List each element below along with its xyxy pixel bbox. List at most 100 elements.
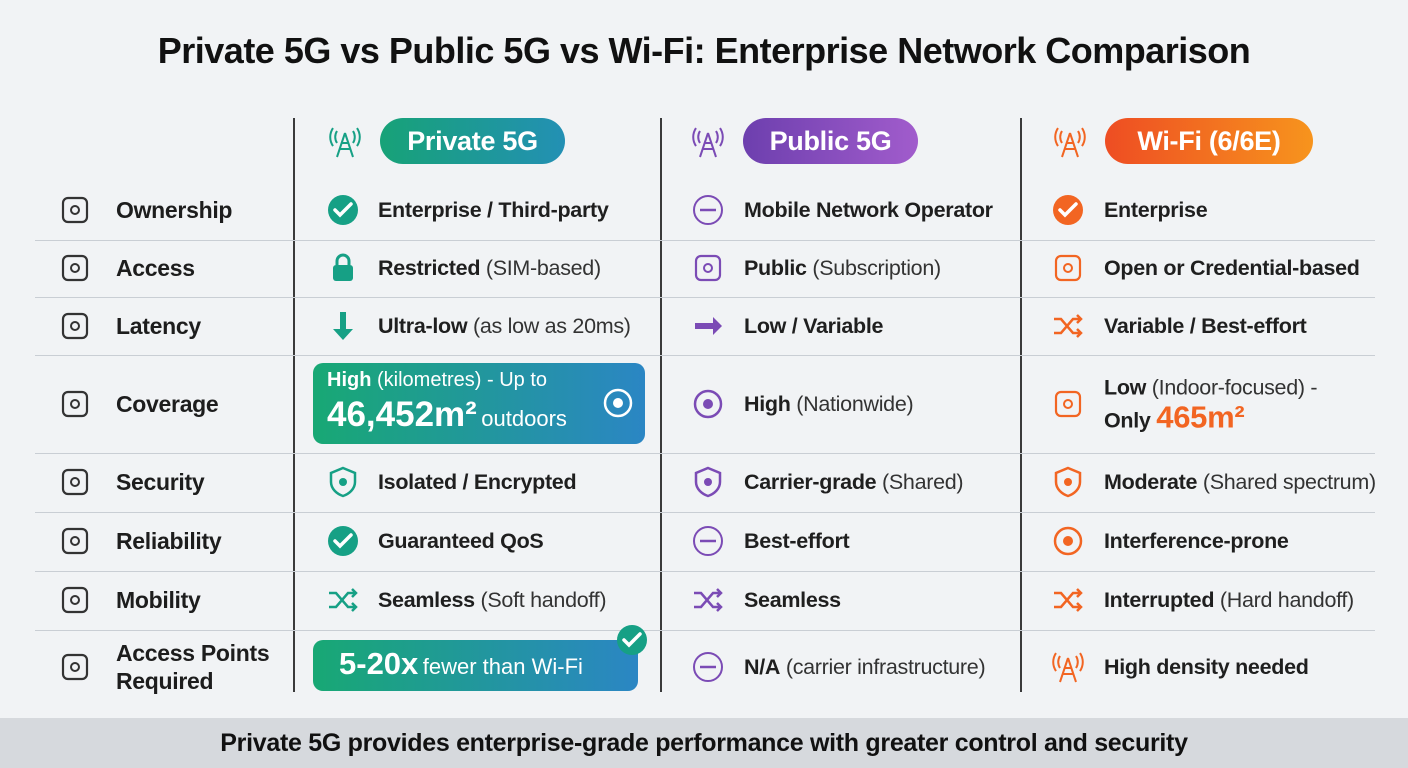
icon bbox=[329, 588, 358, 612]
column-divider bbox=[660, 118, 662, 692]
cell-line: 5-20x fewer than Wi-Fi bbox=[339, 646, 583, 682]
cell-detail: (Indoor-focused) - bbox=[1151, 375, 1318, 400]
icon bbox=[61, 527, 89, 555]
highlight-box: 5-20x fewer than Wi-Fi bbox=[313, 640, 638, 691]
cell: Mobile Network Operator bbox=[744, 195, 993, 225]
cell: Enterprise bbox=[1104, 195, 1208, 225]
icon bbox=[61, 468, 89, 496]
cell: Guaranteed QoS bbox=[378, 526, 544, 556]
cell: Carrier-grade (Shared) bbox=[744, 467, 964, 497]
icon bbox=[1054, 254, 1082, 282]
cell: Interference-prone bbox=[1104, 526, 1289, 556]
row-divider bbox=[35, 453, 1375, 454]
icon bbox=[1054, 390, 1082, 418]
icon bbox=[328, 195, 358, 225]
cell-suffix: fewer than Wi-Fi bbox=[422, 654, 583, 679]
title: Private 5G vs Public 5G vs Wi-Fi: Enterp… bbox=[157, 30, 1251, 71]
icon bbox=[603, 388, 633, 418]
row-divider bbox=[35, 355, 1375, 356]
cell-line: High (kilometres) - Up to bbox=[327, 369, 547, 392]
cell-main: Public bbox=[744, 256, 807, 280]
column-header: Private 5G bbox=[380, 118, 565, 164]
icon bbox=[694, 466, 722, 498]
column-header: Public 5G bbox=[743, 118, 918, 164]
icon bbox=[1053, 195, 1083, 225]
cell-detail: (Shared) bbox=[882, 470, 964, 494]
icon bbox=[1054, 466, 1082, 498]
cell: Best-effort bbox=[744, 526, 850, 556]
cell-main: Best-effort bbox=[744, 529, 850, 553]
row-divider bbox=[35, 630, 1375, 631]
icon bbox=[695, 317, 722, 335]
icon bbox=[617, 625, 647, 655]
row-label: Latency bbox=[116, 313, 201, 339]
cell-main: Isolated / Encrypted bbox=[378, 470, 577, 494]
cell: Variable / Best-effort bbox=[1104, 311, 1307, 341]
cell-detail: (Shared spectrum) bbox=[1202, 470, 1376, 494]
cell-main: Low bbox=[1104, 375, 1147, 400]
cell-main: Moderate bbox=[1104, 470, 1198, 494]
icon bbox=[1052, 652, 1084, 683]
row-divider bbox=[35, 571, 1375, 572]
icon bbox=[1054, 588, 1083, 612]
cell-figure: 5-20x bbox=[339, 646, 419, 681]
cell-main: High bbox=[327, 369, 372, 391]
highlight-box: High (kilometres) - Up to 46,452m² outdoo… bbox=[313, 363, 645, 444]
cell: Restricted (SIM-based) bbox=[378, 253, 601, 283]
cell: Ultra-low (as low as 20ms) bbox=[378, 311, 631, 341]
icon bbox=[61, 390, 89, 418]
cell: Low (Indoor-focused) - Only 465m² bbox=[1104, 373, 1318, 436]
cell: High (Nationwide) bbox=[744, 389, 914, 419]
footer: Private 5G provides enterprise-grade per… bbox=[0, 718, 1408, 768]
row-label: Security bbox=[116, 469, 205, 495]
icon bbox=[693, 195, 723, 225]
icon bbox=[1054, 314, 1083, 338]
icon bbox=[333, 253, 353, 281]
cell-main: Seamless bbox=[378, 588, 475, 612]
cell: Seamless bbox=[744, 585, 841, 615]
cell-detail: (Nationwide) bbox=[796, 392, 914, 416]
cell-detail: (kilometres) - Up to bbox=[377, 369, 548, 391]
icon bbox=[693, 652, 723, 682]
icon bbox=[329, 466, 357, 498]
row-divider bbox=[35, 512, 1375, 513]
column-header: Wi-Fi (6/6E) bbox=[1105, 118, 1313, 164]
cell-main: Ultra-low bbox=[378, 314, 468, 338]
cell: Interrupted (Hard handoff) bbox=[1104, 585, 1354, 615]
cell-detail: (SIM-based) bbox=[485, 256, 601, 280]
icon bbox=[61, 254, 89, 282]
cell-main: Guaranteed QoS bbox=[378, 529, 544, 553]
cell-main: Variable / Best-effort bbox=[1104, 314, 1307, 338]
cell-main: Interference-prone bbox=[1104, 529, 1289, 553]
cell-prefix: Only bbox=[1104, 408, 1151, 433]
icon bbox=[61, 196, 89, 224]
cell-main: Restricted bbox=[378, 256, 481, 280]
cell: Low / Variable bbox=[744, 311, 883, 341]
row-label: Reliability bbox=[116, 528, 222, 554]
cell-main: N/A bbox=[744, 655, 781, 679]
cell-detail: (carrier infrastructure) bbox=[785, 655, 986, 679]
icon bbox=[692, 127, 724, 158]
icon bbox=[694, 588, 723, 612]
cell-main: Interrupted bbox=[1104, 588, 1215, 612]
row-label: Ownership bbox=[116, 197, 233, 223]
cell-main: Seamless bbox=[744, 588, 841, 612]
cell: N/A (carrier infrastructure) bbox=[744, 652, 986, 682]
cell: Enterprise / Third-party bbox=[378, 195, 609, 225]
icon bbox=[328, 526, 358, 556]
cell-main: Enterprise / Third-party bbox=[378, 198, 609, 222]
icon bbox=[61, 653, 89, 681]
icon bbox=[333, 312, 353, 340]
cell-main: Open or Credential-based bbox=[1104, 256, 1360, 280]
row-label: Coverage bbox=[116, 391, 219, 417]
column-divider bbox=[293, 118, 295, 692]
column-divider bbox=[1020, 118, 1022, 692]
cell: Moderate (Shared spectrum) bbox=[1104, 467, 1376, 497]
cell: Seamless (Soft handoff) bbox=[378, 585, 607, 615]
cell: Open or Credential-based bbox=[1104, 253, 1360, 283]
cell-suffix: outdoors bbox=[481, 406, 567, 431]
row-label: Access Points Required bbox=[116, 640, 270, 694]
icon bbox=[61, 586, 89, 614]
cell-main: Low / Variable bbox=[744, 314, 884, 338]
